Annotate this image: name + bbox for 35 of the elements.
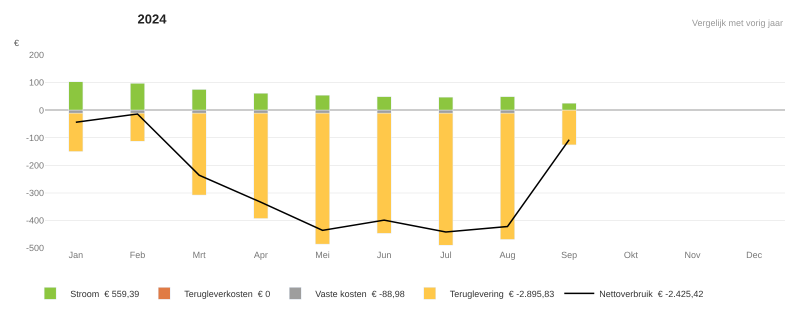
y-tick-label: -400 bbox=[26, 216, 44, 226]
text: Vergelijk met vorig jaar bbox=[692, 18, 784, 28]
y-tick-label: 100 bbox=[28, 78, 44, 88]
chart-title: 2024 bbox=[138, 12, 168, 26]
x-tick-label: Aug bbox=[499, 250, 516, 260]
x-tick-label: Nov bbox=[684, 250, 701, 260]
bar bbox=[500, 96, 515, 110]
legend-label: Teruglevering € -2.895,83 bbox=[450, 288, 554, 299]
legend-label: Terugleverkosten € 0 bbox=[184, 288, 270, 299]
y-tick-label: 0 bbox=[38, 105, 44, 116]
x-tick-label: Jun bbox=[376, 250, 392, 260]
x-tick-label: Apr bbox=[254, 250, 268, 260]
y-axis-title: € bbox=[14, 38, 20, 48]
y-tick-label: -200 bbox=[26, 160, 44, 170]
legend-label: Stroom € 559,39 bbox=[70, 288, 140, 299]
y-tick-label: -300 bbox=[26, 188, 44, 198]
line-series bbox=[75, 113, 570, 233]
bar bbox=[315, 95, 330, 110]
y-tick-label: -500 bbox=[26, 243, 44, 254]
x-tick-label: Sep bbox=[561, 250, 578, 260]
y-tick-label: -100 bbox=[26, 132, 44, 143]
bar bbox=[253, 93, 268, 110]
x-tick-label: Jan bbox=[68, 250, 84, 260]
bar bbox=[376, 96, 392, 110]
legend-label: Nettoverbruik € -2.425,42 bbox=[599, 288, 704, 299]
x-tick-label: Okt bbox=[624, 250, 638, 260]
bar bbox=[438, 96, 454, 110]
x-tick-label: Mei bbox=[315, 250, 330, 260]
x-tick-label: Feb bbox=[130, 250, 146, 260]
legend-label: Vaste kosten € -88,98 bbox=[315, 288, 405, 299]
x-tick-label: Mrt bbox=[192, 250, 206, 260]
x-tick-label: Dec bbox=[746, 250, 763, 260]
x-tick-label: Jul bbox=[440, 250, 452, 260]
bar bbox=[192, 89, 207, 110]
y-tick-label: 200 bbox=[28, 50, 44, 60]
